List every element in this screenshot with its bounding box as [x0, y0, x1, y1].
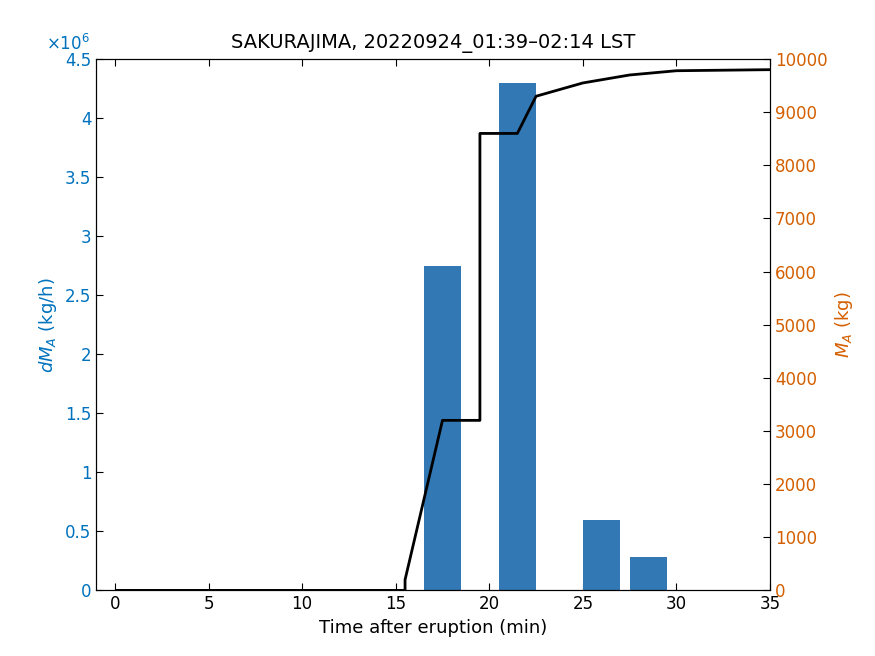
- Bar: [583, 520, 620, 590]
- Title: SAKURAJIMA, 20220924_01:39–02:14 LST: SAKURAJIMA, 20220924_01:39–02:14 LST: [231, 34, 635, 53]
- X-axis label: Time after eruption (min): Time after eruption (min): [319, 619, 547, 637]
- Bar: [424, 266, 461, 590]
- Bar: [630, 558, 667, 590]
- Y-axis label: $M_A$ (kg): $M_A$ (kg): [833, 291, 855, 358]
- Y-axis label: $dM_A$ (kg/h): $dM_A$ (kg/h): [38, 277, 60, 373]
- Bar: [499, 83, 536, 590]
- Text: $\times10^6$: $\times10^6$: [46, 33, 89, 54]
